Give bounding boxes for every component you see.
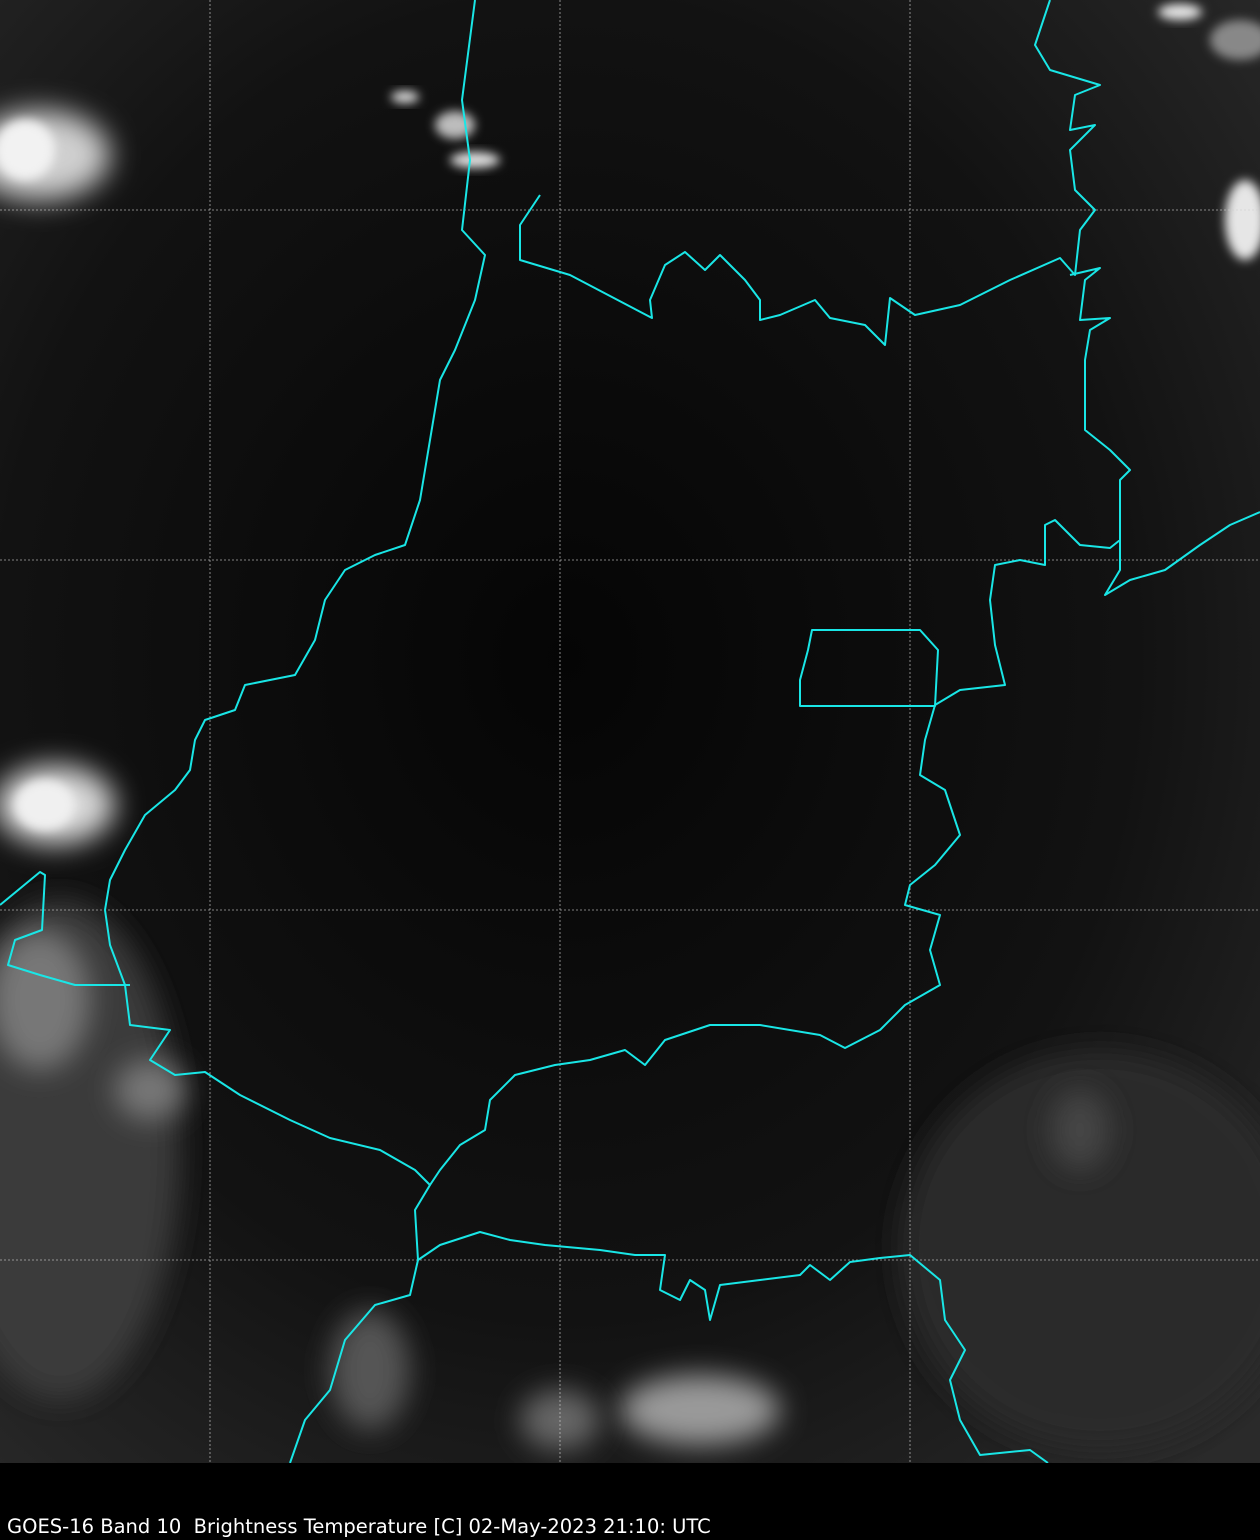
satellite-image-map xyxy=(0,0,1260,1463)
federal-district-border xyxy=(799,629,939,707)
image-caption: GOES-16 Band 10 Brightness Temperature [… xyxy=(7,1515,711,1538)
lat-lon-gridlines xyxy=(0,0,1260,1463)
state-borders xyxy=(0,0,1260,1463)
